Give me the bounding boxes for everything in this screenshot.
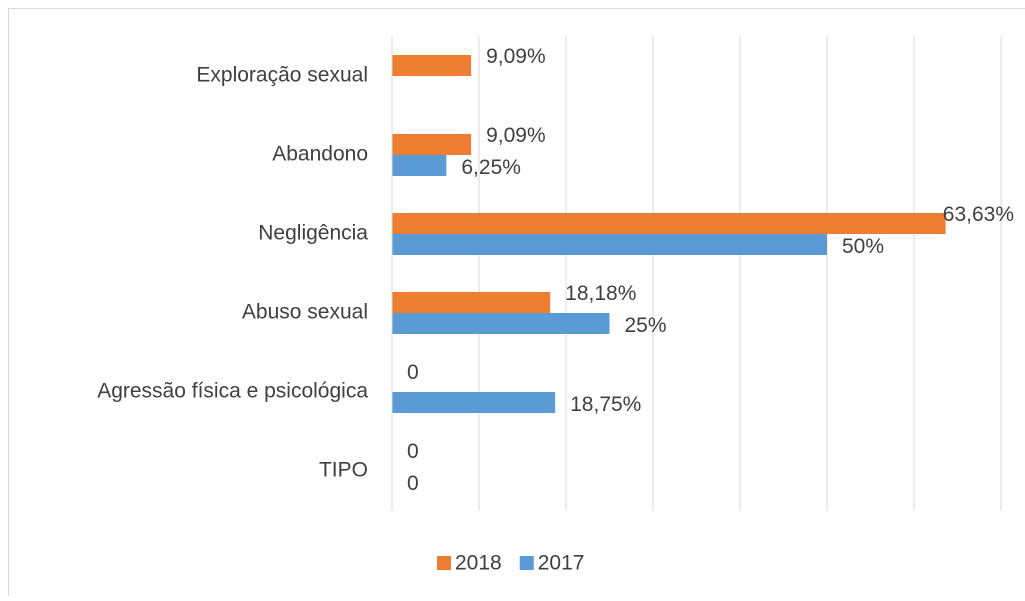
data-label: 0	[407, 361, 419, 384]
bar	[392, 155, 446, 176]
data-label: 6,25%	[461, 156, 521, 179]
data-label: 0	[407, 440, 419, 463]
data-label: 18,75%	[570, 393, 641, 416]
legend-label: 2017	[538, 552, 585, 575]
bar	[392, 313, 610, 334]
data-label: 63,63%	[943, 203, 1014, 226]
bar	[392, 292, 550, 313]
y-tick-label: Agressão física e psicológica	[97, 380, 368, 403]
bar	[392, 134, 471, 155]
data-label: 9,09%	[486, 124, 546, 147]
y-tick-label: Abandono	[272, 143, 368, 166]
y-tick-label: TIPO	[319, 459, 368, 482]
data-label: 18,18%	[565, 282, 636, 305]
legend-label: 2018	[455, 552, 502, 575]
data-label: 0	[407, 472, 419, 495]
legend-swatch	[437, 556, 451, 570]
y-tick-label: Exploração sexual	[196, 64, 368, 87]
legend-swatch	[520, 556, 534, 570]
data-label: 9,09%	[486, 45, 546, 68]
bar	[392, 234, 827, 255]
data-label: 25%	[625, 314, 667, 337]
bar	[392, 55, 471, 76]
bar	[392, 213, 946, 234]
bar	[392, 392, 555, 413]
y-tick-label: Negligência	[258, 222, 368, 245]
y-tick-label: Abuso sexual	[242, 301, 368, 324]
data-label: 50%	[842, 235, 884, 258]
